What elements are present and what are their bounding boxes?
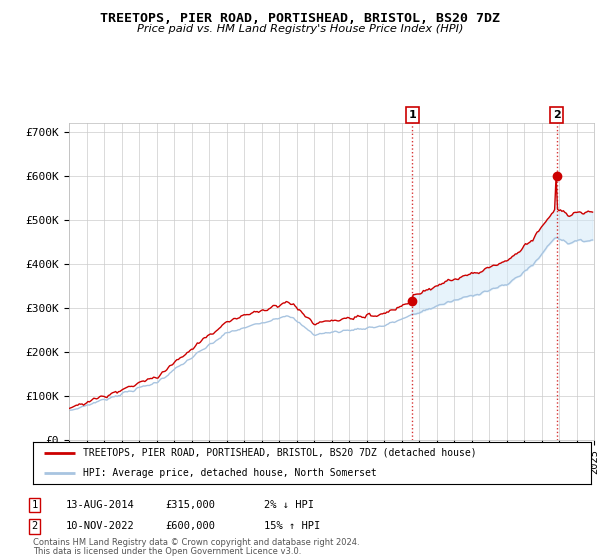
Text: 2% ↓ HPI: 2% ↓ HPI <box>264 500 314 510</box>
Text: 13-AUG-2014: 13-AUG-2014 <box>66 500 135 510</box>
Text: 1: 1 <box>409 110 416 120</box>
Text: 2: 2 <box>553 110 560 120</box>
Text: £315,000: £315,000 <box>165 500 215 510</box>
Text: Contains HM Land Registry data © Crown copyright and database right 2024.: Contains HM Land Registry data © Crown c… <box>33 538 359 547</box>
Text: This data is licensed under the Open Government Licence v3.0.: This data is licensed under the Open Gov… <box>33 547 301 556</box>
Text: HPI: Average price, detached house, North Somerset: HPI: Average price, detached house, Nort… <box>83 468 377 478</box>
Text: Price paid vs. HM Land Registry's House Price Index (HPI): Price paid vs. HM Land Registry's House … <box>137 24 463 34</box>
Text: 15% ↑ HPI: 15% ↑ HPI <box>264 521 320 531</box>
Text: £600,000: £600,000 <box>165 521 215 531</box>
Text: 1: 1 <box>32 500 38 510</box>
Text: TREETOPS, PIER ROAD, PORTISHEAD, BRISTOL, BS20 7DZ: TREETOPS, PIER ROAD, PORTISHEAD, BRISTOL… <box>100 12 500 25</box>
Text: TREETOPS, PIER ROAD, PORTISHEAD, BRISTOL, BS20 7DZ (detached house): TREETOPS, PIER ROAD, PORTISHEAD, BRISTOL… <box>83 448 477 458</box>
Text: 10-NOV-2022: 10-NOV-2022 <box>66 521 135 531</box>
Text: 2: 2 <box>32 521 38 531</box>
